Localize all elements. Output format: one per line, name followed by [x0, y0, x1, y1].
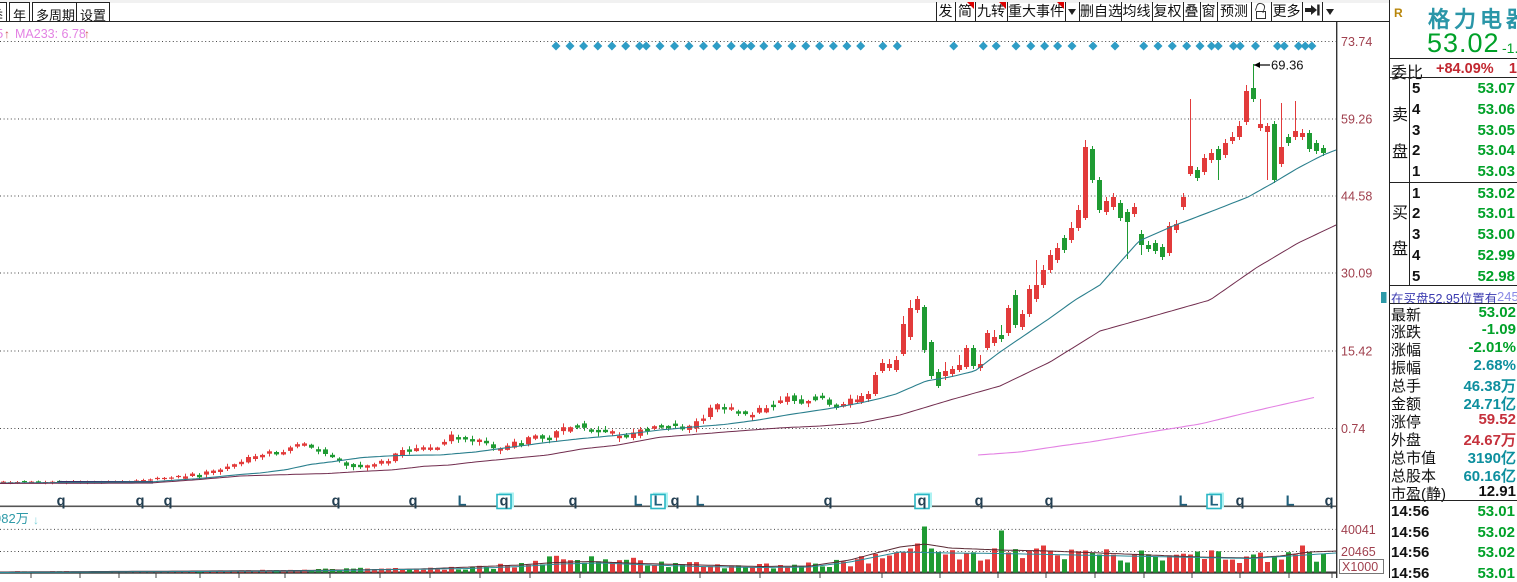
- svg-text:15.42: 15.42: [1341, 345, 1372, 359]
- svg-text:L: L: [696, 494, 705, 510]
- svg-text:MA233: 6.78: MA233: 6.78: [15, 27, 86, 41]
- svg-text:5: 5: [0, 26, 3, 41]
- svg-text:q: q: [332, 494, 341, 510]
- svg-text:30.09: 30.09: [1341, 267, 1372, 281]
- svg-text:q: q: [671, 494, 680, 510]
- svg-text:0.74: 0.74: [1341, 422, 1365, 436]
- svg-text:L: L: [1179, 494, 1188, 510]
- svg-text:L: L: [458, 494, 467, 510]
- svg-text:40041: 40041: [1341, 523, 1376, 537]
- svg-text:↑: ↑: [84, 27, 90, 41]
- svg-text:q: q: [824, 494, 833, 510]
- svg-text:69.36: 69.36: [1271, 58, 1304, 73]
- svg-text:↓: ↓: [33, 513, 39, 527]
- svg-text:q: q: [1325, 494, 1334, 510]
- svg-text:X1000: X1000: [1342, 560, 1378, 574]
- svg-text:L: L: [1210, 494, 1219, 510]
- svg-text:q: q: [569, 494, 578, 510]
- svg-text:44.58: 44.58: [1341, 190, 1372, 204]
- svg-text:q: q: [500, 494, 509, 510]
- svg-text:q: q: [1236, 494, 1245, 510]
- svg-text:q: q: [136, 494, 145, 510]
- svg-text:↑: ↑: [4, 27, 10, 41]
- svg-text:59.26: 59.26: [1341, 113, 1372, 127]
- svg-text:73.74: 73.74: [1341, 35, 1372, 49]
- svg-text:L: L: [1286, 494, 1295, 510]
- svg-text:20465: 20465: [1341, 545, 1376, 559]
- svg-text:L: L: [654, 494, 663, 510]
- svg-text:L: L: [634, 494, 643, 510]
- svg-text:q: q: [1045, 494, 1054, 510]
- svg-text:982万: 982万: [0, 511, 29, 526]
- svg-text:q: q: [164, 494, 173, 510]
- svg-text:q: q: [975, 494, 984, 510]
- svg-text:q: q: [918, 494, 927, 510]
- svg-text:q: q: [409, 494, 418, 510]
- svg-text:q: q: [57, 494, 66, 510]
